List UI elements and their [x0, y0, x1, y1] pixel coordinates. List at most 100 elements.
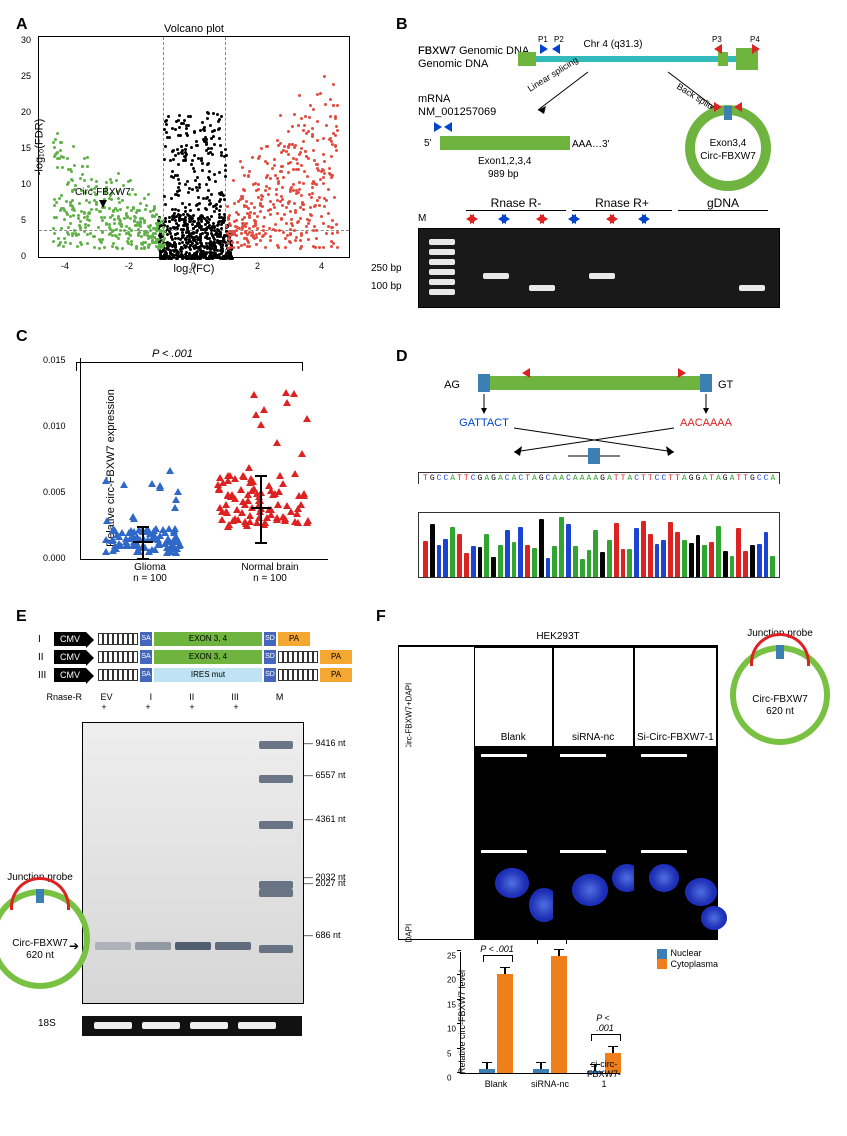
gel-header: Rnase R- Rnase R+ gDNA M: [418, 196, 778, 224]
gel-size: 250 bp: [371, 263, 402, 274]
panel-F: F HEK293T Circ-FBXW7+DAPI Blank siRNA-nc…: [380, 612, 780, 1092]
panel-E: E I CMV SA EXON 3, 4 SD PA II CMV SA EXO…: [20, 612, 360, 1092]
gene-diagram: FBXW7 Genomic DNA FBXW7 Genomic DNA Chr …: [418, 36, 808, 196]
backsplice-diagram: AG GT GATTACT AACAAAA: [418, 368, 778, 472]
svg-text:AG: AG: [444, 379, 460, 391]
construct-III: III CMV SA IRES mut SD PA: [38, 668, 360, 682]
scatter-ytick: 0.005: [43, 487, 66, 497]
panel-F-body: HEK293T Circ-FBXW7+DAPI Blank siRNA-nc S…: [380, 612, 780, 1092]
scatter-ytick: 0.010: [43, 421, 66, 431]
dapi-image: [634, 843, 717, 939]
panel-B: B FBXW7 Genomic DNA FBXW7 Genomic DNA Ch…: [400, 20, 790, 308]
svg-text:Genomic DNA: Genomic DNA: [418, 58, 489, 70]
loading-gel: [82, 1016, 302, 1036]
svg-text:P3: P3: [712, 36, 722, 44]
loading-label: 18S: [38, 1018, 60, 1029]
volcano-annotation: Circ-FBXW7: [75, 187, 131, 208]
imaging-block: HEK293T Circ-FBXW7+DAPI Blank siRNA-nc S…: [398, 628, 718, 940]
cell-line-label: HEK293T: [398, 628, 718, 646]
panel-E-body: I CMV SA EXON 3, 4 SD PA II CMV SA EXON …: [20, 612, 360, 1036]
junction-probe-F: Junction probe Circ-FBXW7620 nt: [730, 628, 830, 718]
svg-text:P2: P2: [554, 36, 564, 44]
panel-C-label: C: [16, 328, 28, 346]
volcano-plot: Volcano plot log₂(FC) -log₁₀(FDR) Circ-F…: [38, 36, 350, 258]
svg-text:GATTACT: GATTACT: [459, 417, 509, 429]
fish-image: [553, 747, 634, 843]
svg-text:NM_001257069: NM_001257069: [418, 106, 496, 118]
gel-size: 100 bp: [371, 281, 402, 292]
circ-icon: [0, 889, 90, 989]
fish-image: [634, 747, 717, 843]
sequence-letters: TGCCATTCGAGACACTAGCAACAAAAGATTACTTCCTTAG…: [418, 472, 780, 484]
volcano-ytick: 10: [21, 179, 31, 189]
gel-image: 250 bp 100 bp: [418, 228, 780, 308]
panel-C: C Relative circ-FBXW7 expression P < .00…: [20, 332, 380, 588]
construct-I: I CMV SA EXON 3, 4 SD PA: [38, 632, 360, 646]
construct-II: II CMV SA EXON 3, 4 SD PA: [38, 650, 360, 664]
circ-icon: [730, 645, 830, 745]
gel-group: gDNA: [678, 196, 768, 211]
svg-text:P1: P1: [538, 36, 548, 44]
scatter-plot: Relative circ-FBXW7 expression P < .001 …: [38, 348, 338, 588]
gel-M: M: [418, 213, 438, 224]
panel-D-body: AG GT GATTACT AACAAAA TGCCATTCGAGACACTAG…: [400, 352, 780, 578]
bar-axes: 0510152025P < .001BlankP < .001siRNA-ncP…: [460, 952, 620, 1074]
bar-legend: Nuclear Cytoplasma: [657, 948, 718, 969]
svg-text:989 bp: 989 bp: [488, 169, 519, 180]
svg-text:Chr 4 (q31.3): Chr 4 (q31.3): [584, 39, 643, 50]
volcano-ytick: 25: [21, 71, 31, 81]
panel-C-body: Relative circ-FBXW7 expression P < .001 …: [20, 332, 380, 588]
scatter-cat: Normal brain n = 100: [220, 562, 320, 584]
imaging-grid: Circ-FBXW7+DAPI Blank siRNA-nc Si-Circ-F…: [398, 646, 718, 940]
volcano-xtick: -4: [61, 261, 69, 271]
scatter-ytick: 0.000: [43, 553, 66, 563]
svg-text:P4: P4: [750, 36, 760, 44]
volcano-ytick: 5: [21, 215, 26, 225]
volcano-xtick: 2: [255, 261, 260, 271]
volcano-xtick: 4: [319, 261, 324, 271]
volcano-points: [39, 37, 349, 257]
panel-B-body: FBXW7 Genomic DNA FBXW7 Genomic DNA Chr …: [400, 20, 790, 308]
northern-header: Rnase-R EV I II III M: [38, 692, 360, 702]
chromatogram: [418, 512, 780, 578]
scatter-cat: Glioma n = 100: [110, 562, 190, 584]
volcano-xtick: 0: [191, 261, 196, 271]
svg-text:GT: GT: [718, 379, 734, 391]
gel-group: Rnase R+: [572, 196, 672, 211]
gel-group: Rnase R-: [466, 196, 566, 211]
volcano-xtick: -2: [125, 261, 133, 271]
panel-D-label: D: [396, 348, 408, 366]
panel-D: D AG GT GATTACT AACAAAA: [400, 352, 780, 588]
northern-sizes: — 9416 nt — 6557 nt — 4361 nt — 2032 nt …: [304, 722, 346, 940]
volcano-ytick: 15: [21, 143, 31, 153]
volcano-title: Volcano plot: [164, 23, 224, 35]
northern-blot: ➔: [82, 722, 304, 1004]
svg-text:AACAAAA: AACAAAA: [680, 417, 733, 429]
panel-B-label: B: [396, 16, 408, 34]
fish-image: [474, 747, 553, 843]
volcano-ytick: 0: [21, 251, 26, 261]
svg-text:5': 5': [424, 138, 432, 149]
figure-root: A Volcano plot log₂(FC) -log₁₀(FDR) Circ…: [0, 0, 847, 1136]
scatter-ytick: 0.015: [43, 355, 66, 365]
svg-text:mRNA: mRNA: [418, 93, 451, 105]
row-1: A Volcano plot log₂(FC) -log₁₀(FDR) Circ…: [20, 20, 827, 308]
svg-text:Circ-FBXW7: Circ-FBXW7: [700, 151, 756, 162]
svg-text:FBXW7: FBXW7: [418, 45, 456, 57]
svg-text:AAA…3': AAA…3': [572, 139, 610, 150]
dapi-image: [474, 843, 553, 939]
dapi-image: [553, 843, 634, 939]
panel-E-label: E: [16, 608, 27, 626]
panel-F-label: F: [376, 608, 386, 626]
bar-chart: Relative circ-FBXW7 level Nuclear Cytopl…: [428, 952, 688, 1092]
row-3: E I CMV SA EXON 3, 4 SD PA II CMV SA EXO…: [20, 612, 827, 1092]
svg-text:Exon3,4: Exon3,4: [710, 138, 747, 149]
row-2: C Relative circ-FBXW7 expression P < .00…: [20, 332, 827, 588]
scatter-axes: 0.000 0.005 0.010 0.015: [80, 358, 328, 560]
junction-probe-E: Junction probe Circ-FBXW7620 nt: [0, 872, 90, 962]
volcano-ytick: 20: [21, 107, 31, 117]
svg-text:Exon1,2,3,4: Exon1,2,3,4: [478, 156, 532, 167]
panel-A: A Volcano plot log₂(FC) -log₁₀(FDR) Circ…: [20, 20, 380, 308]
volcano-ytick: 30: [21, 35, 31, 45]
panel-A-label: A: [16, 16, 28, 34]
